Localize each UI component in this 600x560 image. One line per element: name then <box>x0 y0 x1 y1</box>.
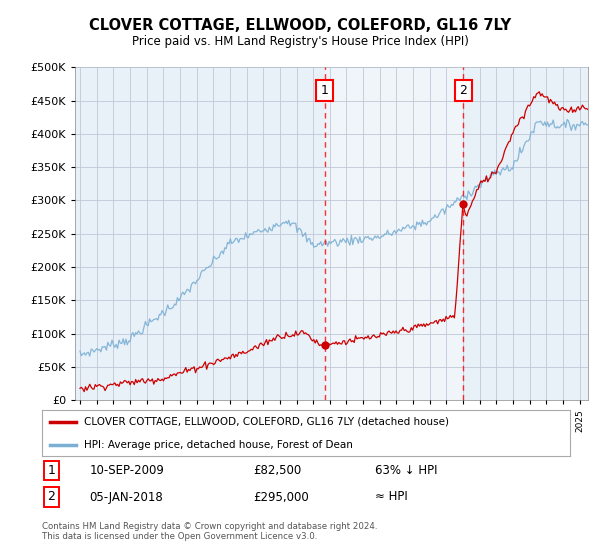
Text: 1: 1 <box>321 84 329 97</box>
Text: 2: 2 <box>460 84 467 97</box>
Text: HPI: Average price, detached house, Forest of Dean: HPI: Average price, detached house, Fore… <box>84 440 353 450</box>
Text: 05-JAN-2018: 05-JAN-2018 <box>89 491 163 503</box>
Text: 1: 1 <box>47 464 55 477</box>
Text: Price paid vs. HM Land Registry's House Price Index (HPI): Price paid vs. HM Land Registry's House … <box>131 35 469 48</box>
Bar <box>325 67 463 400</box>
Text: £295,000: £295,000 <box>253 491 309 503</box>
Text: 2: 2 <box>47 491 55 503</box>
Text: Contains HM Land Registry data © Crown copyright and database right 2024.
This d: Contains HM Land Registry data © Crown c… <box>42 522 377 542</box>
Text: 10-SEP-2009: 10-SEP-2009 <box>89 464 164 477</box>
Text: CLOVER COTTAGE, ELLWOOD, COLEFORD, GL16 7LY: CLOVER COTTAGE, ELLWOOD, COLEFORD, GL16 … <box>89 18 511 33</box>
Text: CLOVER COTTAGE, ELLWOOD, COLEFORD, GL16 7LY (detached house): CLOVER COTTAGE, ELLWOOD, COLEFORD, GL16 … <box>84 417 449 427</box>
Text: £82,500: £82,500 <box>253 464 301 477</box>
Text: 63% ↓ HPI: 63% ↓ HPI <box>374 464 437 477</box>
Text: ≈ HPI: ≈ HPI <box>374 491 407 503</box>
